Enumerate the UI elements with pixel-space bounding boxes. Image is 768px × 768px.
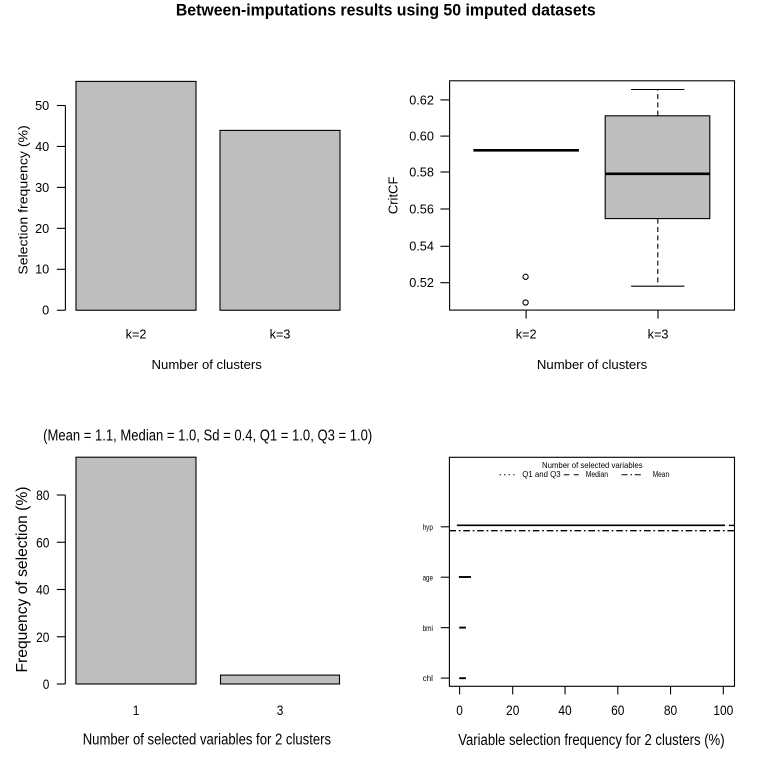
svg-text:60: 60: [611, 703, 624, 719]
svg-text:0.62: 0.62: [409, 93, 434, 107]
svg-text:20: 20: [36, 630, 49, 646]
svg-text:CritCF: CritCF: [385, 177, 400, 215]
svg-text:1: 1: [133, 703, 140, 719]
svg-text:20: 20: [35, 222, 49, 236]
svg-text:k=2: k=2: [516, 328, 537, 342]
svg-text:Q1 and Q3: Q1 and Q3: [522, 469, 560, 479]
svg-text:(Mean = 1.1, Median = 1.0, Sd: (Mean = 1.1, Median = 1.0, Sd = 0.4, Q1 …: [43, 428, 372, 445]
svg-text:3: 3: [277, 703, 284, 719]
svg-text:Variable selection frequency f: Variable selection frequency for 2 clust…: [458, 732, 724, 749]
svg-text:80: 80: [664, 703, 677, 719]
svg-text:k=3: k=3: [648, 328, 669, 342]
svg-text:Number of selected variables: Number of selected variables: [542, 460, 643, 470]
svg-text:80: 80: [36, 488, 49, 504]
svg-text:k=2: k=2: [126, 328, 147, 342]
svg-text:0: 0: [42, 304, 49, 318]
svg-text:60: 60: [36, 535, 49, 551]
svg-text:Between-imputations results us: Between-imputations results using 50 imp…: [176, 1, 596, 19]
svg-text:Selection frequency (%): Selection frequency (%): [15, 125, 30, 274]
svg-text:40: 40: [558, 703, 571, 719]
svg-text:0.54: 0.54: [409, 240, 434, 254]
svg-text:Mean: Mean: [653, 469, 670, 479]
svg-text:bmi: bmi: [423, 623, 433, 633]
svg-text:Number of selected variables f: Number of selected variables for 2 clust…: [83, 732, 332, 749]
svg-text:100: 100: [713, 703, 733, 719]
svg-text:10: 10: [35, 263, 49, 277]
svg-text:Number of clusters: Number of clusters: [152, 357, 263, 372]
svg-text:0.56: 0.56: [409, 202, 434, 216]
svg-text:Median: Median: [586, 469, 609, 479]
svg-text:0: 0: [43, 677, 50, 693]
svg-text:0: 0: [456, 703, 463, 719]
svg-text:0.52: 0.52: [409, 276, 434, 290]
svg-text:Number of clusters: Number of clusters: [537, 357, 648, 372]
svg-text:k=3: k=3: [270, 328, 291, 342]
svg-text:0.58: 0.58: [409, 165, 434, 179]
svg-text:0.60: 0.60: [409, 130, 434, 144]
svg-text:chl: chl: [423, 673, 433, 683]
svg-text:30: 30: [35, 181, 49, 195]
svg-text:40: 40: [36, 583, 49, 599]
svg-text:50: 50: [35, 99, 49, 113]
svg-text:hyp: hyp: [423, 522, 434, 532]
svg-text:age: age: [423, 572, 434, 582]
svg-text:20: 20: [506, 703, 519, 719]
svg-text:Frequency of selection (%): Frequency of selection (%): [14, 487, 31, 673]
svg-text:40: 40: [35, 140, 49, 154]
